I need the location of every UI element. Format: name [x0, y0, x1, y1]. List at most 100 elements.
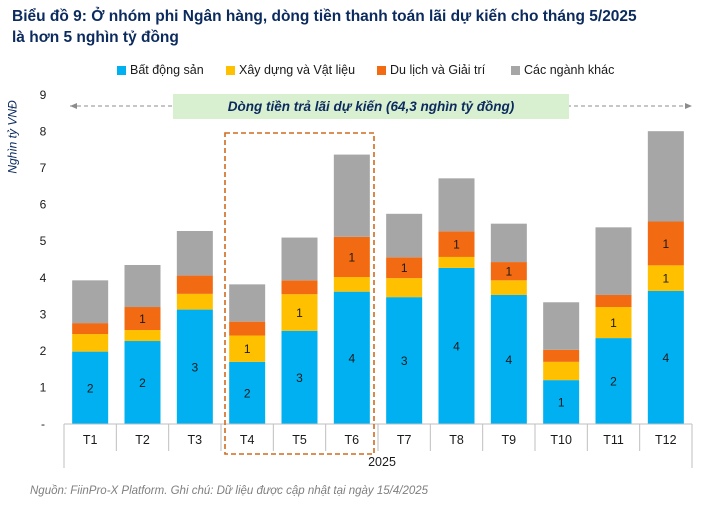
bar-segment-t11-s3	[595, 227, 632, 295]
bar-segment-t10-s1	[543, 361, 580, 381]
bar-segment-t9-s1	[490, 280, 527, 295]
legend-item-khac: Các ngành khác	[511, 63, 614, 77]
bar-data-label: 4	[453, 339, 460, 353]
bar-segment-t3-s2	[176, 275, 213, 294]
x-tick-label: T11	[603, 433, 624, 447]
annotation-box	[173, 94, 569, 119]
bar-segment-t7-s3	[386, 213, 423, 258]
bar-data-label: 2	[87, 381, 94, 395]
bar-data-label: 2	[610, 375, 617, 389]
bar-segment-t12-s2	[647, 221, 684, 266]
x-tick-label: T6	[345, 433, 360, 447]
x-tick-label: T5	[292, 433, 307, 447]
x-tick-label: T4	[240, 433, 255, 447]
bar-segment-t12-s0	[647, 290, 684, 424]
source-note: Nguồn: FiinPro-X Platform. Ghi chú: Dữ l…	[30, 485, 429, 497]
bar-data-label: 3	[401, 354, 408, 368]
bar-data-label: 1	[610, 316, 617, 330]
y-tick-label: 1	[40, 380, 47, 394]
bar-segment-t9-s2	[490, 262, 527, 281]
annotation-arrow-right-head	[685, 103, 692, 109]
bar-segment-t6-s1	[333, 277, 370, 292]
legend-item-bat-dong-san: Bất động sản	[117, 63, 204, 77]
legend-label-xay-dung: Xây dựng và Vật liệu	[239, 63, 356, 77]
bar-segment-t3-s3	[176, 230, 213, 276]
bar-data-label: 1	[662, 272, 669, 286]
bar-data-label: 1	[139, 312, 146, 326]
chart-title-line1: Biểu đồ 9: Ở nhóm phi Ngân hàng, dòng ti…	[12, 8, 637, 25]
bar-segment-t6-s2	[333, 236, 370, 278]
legend-label-du-lich: Du lịch và Giải trí	[390, 63, 486, 77]
bar-segment-t12-s3	[647, 131, 684, 222]
bar-segment-t7-s1	[386, 278, 423, 298]
x-tick-label: T8	[449, 433, 464, 447]
legend-swatch-bat-dong-san	[117, 65, 126, 75]
bar-segment-t2-s0	[124, 341, 161, 424]
bar-segment-t3-s0	[176, 309, 213, 424]
bar-data-label: 1	[244, 342, 251, 356]
bar-data-label: 1	[558, 396, 565, 410]
bar-segment-t11-s2	[595, 294, 632, 308]
y-tick-label: 7	[40, 161, 47, 175]
bar-segment-t10-s2	[543, 349, 580, 362]
legend-swatch-du-lich	[377, 65, 386, 75]
bar-data-label: 3	[191, 360, 198, 374]
annotation-arrow-left-head	[70, 103, 77, 109]
y-tick-label: 2	[40, 344, 47, 358]
bar-data-label: 2	[139, 376, 146, 390]
bar-data-label: 4	[348, 351, 355, 365]
bar-segment-t4-s3	[229, 284, 266, 322]
bar-segment-t11-s0	[595, 338, 632, 424]
legend-label-bat-dong-san: Bất động sản	[130, 63, 204, 77]
bar-segment-t10-s3	[543, 302, 580, 350]
bar-segment-t8-s3	[438, 178, 475, 232]
bar-segment-t1-s2	[72, 323, 109, 335]
y-tick-label: 9	[40, 88, 47, 102]
chart-title: Biểu đồ 9: Ở nhóm phi Ngân hàng, dòng ti…	[12, 6, 712, 48]
bar-segment-t8-s2	[438, 231, 475, 257]
bar-segment-t5-s1	[281, 294, 318, 331]
bar-segment-t4-s0	[229, 361, 266, 424]
legend-item-du-lich: Du lịch và Giải trí	[377, 63, 485, 77]
bar-data-label: 1	[453, 238, 460, 252]
y-tick-label: 4	[40, 271, 47, 285]
x-tick-label: T12	[655, 433, 677, 447]
bar-segment-t7-s0	[386, 297, 423, 424]
bar-segment-t1-s3	[72, 280, 109, 324]
x-group-label: 2025	[368, 455, 396, 469]
y-tick-label: 8	[40, 125, 47, 139]
bar-segment-t6-s3	[333, 154, 370, 237]
bar-segment-t5-s0	[281, 330, 318, 424]
bar-data-label: 1	[348, 250, 355, 264]
bar-segment-t5-s3	[281, 237, 318, 281]
bar-segment-t10-s0	[543, 380, 580, 424]
chart-legend: Bất động sản Xây dựng và Vật liệu Du lịc…	[0, 63, 719, 83]
legend-item-xay-dung: Xây dựng và Vật liệu	[226, 63, 355, 77]
highlight-box	[224, 132, 375, 455]
y-tick-label: 3	[40, 307, 47, 321]
bar-segment-t12-s1	[647, 265, 684, 291]
bar-segment-t9-s0	[490, 294, 527, 424]
bar-segment-t2-s1	[124, 330, 161, 342]
x-tick-label: T3	[188, 433, 203, 447]
bar-segment-t1-s1	[72, 334, 109, 352]
bar-segment-t8-s0	[438, 267, 475, 424]
bar-data-label: 1	[401, 261, 408, 275]
x-tick-label: T1	[83, 433, 98, 447]
bar-data-label: 4	[662, 351, 669, 365]
bar-data-label: 1	[662, 237, 669, 251]
bar-data-label: 2	[244, 386, 251, 400]
bar-segment-t9-s3	[490, 223, 527, 263]
x-tick-label: T10	[550, 433, 572, 447]
x-tick-label: T9	[502, 433, 517, 447]
bar-segment-t2-s3	[124, 264, 161, 308]
legend-swatch-xay-dung	[226, 65, 235, 75]
bar-segment-t2-s2	[124, 307, 161, 331]
bar-segment-t5-s2	[281, 280, 318, 295]
bar-data-label: 1	[505, 265, 512, 279]
bar-segment-t1-s0	[72, 351, 109, 424]
bar-segment-t8-s1	[438, 256, 475, 268]
legend-label-khac: Các ngành khác	[524, 63, 615, 77]
y-tick-label: -	[41, 417, 45, 431]
